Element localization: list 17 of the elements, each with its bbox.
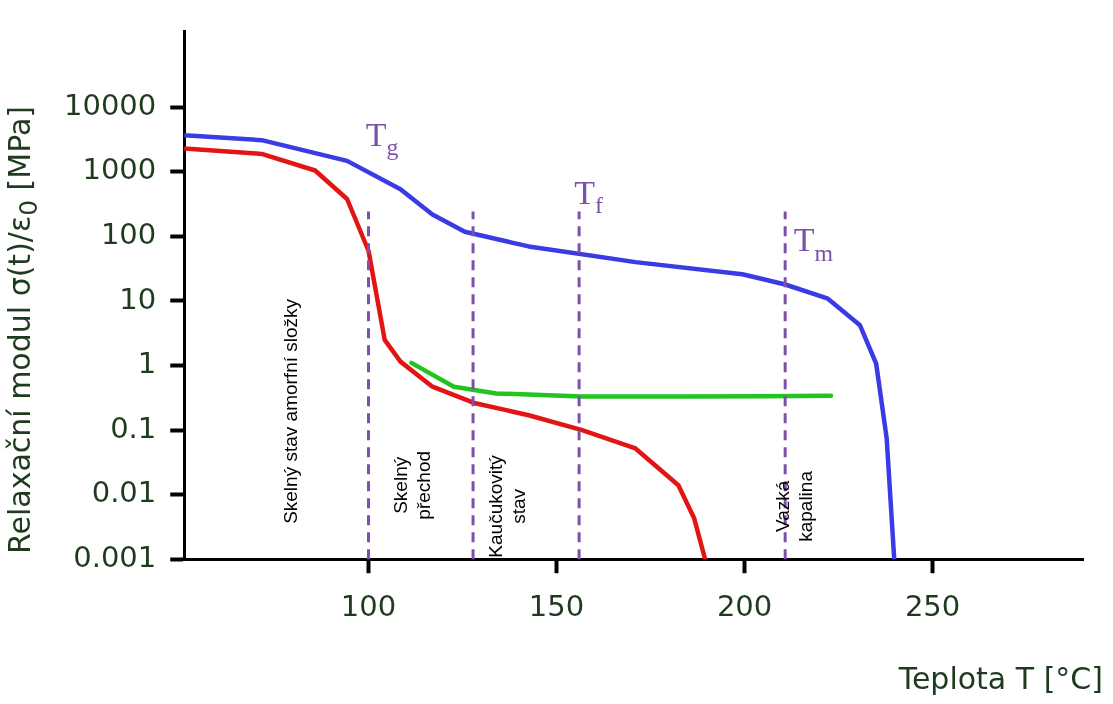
x-tick-label: 250 xyxy=(904,589,961,624)
y-tick-label: 0.1 xyxy=(110,410,157,445)
x-axis-title: Teplota T [°C] xyxy=(898,661,1103,696)
x-tick-label: 150 xyxy=(528,589,585,624)
y-tick-label: 10 xyxy=(119,281,157,316)
y-tick-label: 100 xyxy=(100,216,157,251)
y-tick-label: 1000 xyxy=(82,152,157,187)
y-tick-label: 0.01 xyxy=(91,475,157,510)
x-tick-label: 200 xyxy=(716,589,773,624)
annotation: Vazká kapalina xyxy=(772,470,817,542)
y-tick-label: 10000 xyxy=(63,87,157,122)
y-tick-label: 1 xyxy=(137,346,157,381)
annotation: Skelný stav amorfní složky xyxy=(280,298,302,524)
annotation: Kaučukovitý stav xyxy=(484,454,529,558)
x-tick-label: 100 xyxy=(340,589,397,624)
annotation: Skelný přechod xyxy=(390,450,435,520)
y-tick-label: 0.001 xyxy=(73,539,157,574)
